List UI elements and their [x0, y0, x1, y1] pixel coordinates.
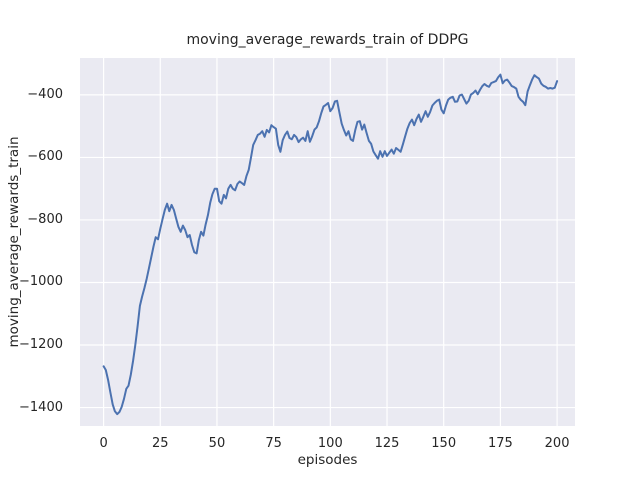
x-tick-label: 100 — [317, 436, 343, 451]
y-tick-label: −800 — [27, 211, 63, 227]
x-tick-label: 0 — [99, 436, 108, 451]
y-tick-label: −600 — [27, 149, 63, 165]
y-tick-label: −1200 — [19, 337, 63, 353]
x-tick-label: 125 — [374, 436, 400, 451]
x-tick-label: 25 — [151, 436, 169, 451]
y-tick-label: −400 — [27, 86, 63, 102]
y-tick-label: −1400 — [19, 399, 63, 415]
x-tick-label: 175 — [487, 436, 513, 451]
y-axis-label: moving_average_rewards_train — [6, 136, 22, 348]
y-tick-label: −1000 — [19, 274, 63, 290]
axes-background — [80, 58, 575, 426]
x-tick-label: 200 — [544, 436, 570, 451]
chart-title: moving_average_rewards_train of DDPG — [186, 32, 469, 48]
x-axis-label: episodes — [297, 452, 358, 468]
x-tick-label: 150 — [431, 436, 457, 451]
series-line — [102, 73, 559, 416]
x-tick-label: 75 — [265, 436, 282, 451]
x-tick-label: 50 — [208, 436, 226, 451]
